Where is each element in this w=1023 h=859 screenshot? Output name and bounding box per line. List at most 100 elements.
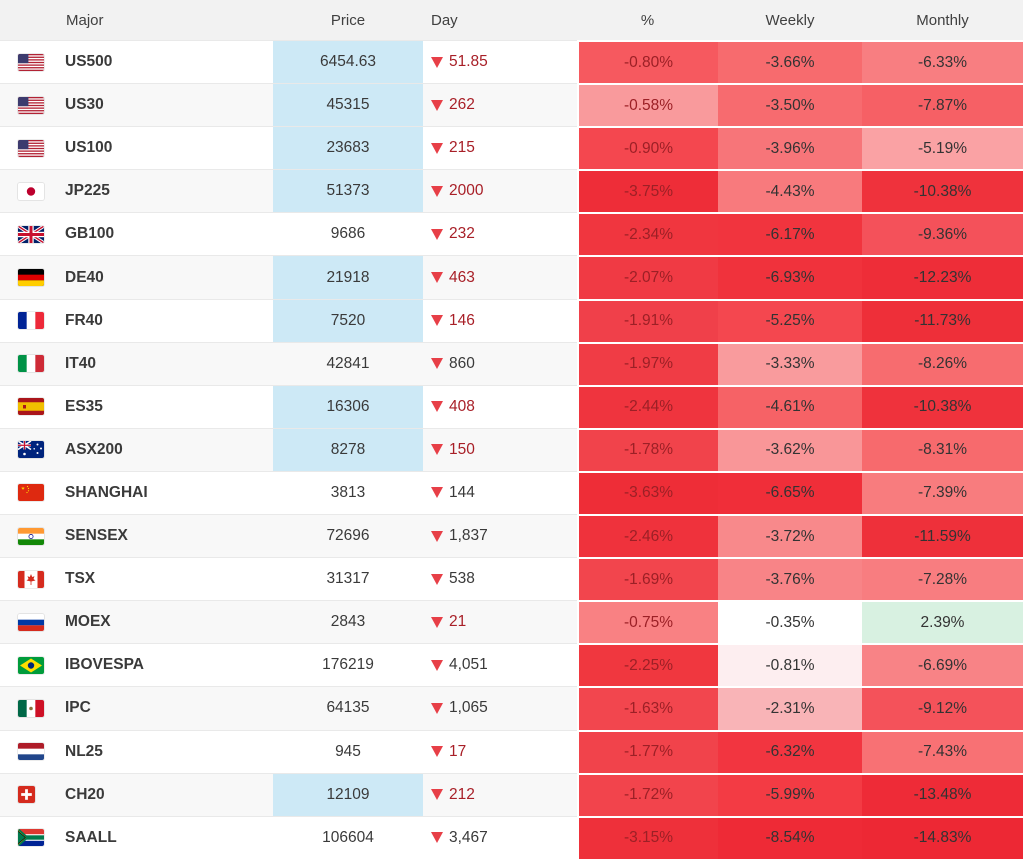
- down-triangle-icon: [431, 142, 443, 154]
- monthly-percent-cell: -5.19%: [862, 126, 1023, 170]
- flag-cell: [0, 384, 65, 428]
- price-value: 72696: [273, 514, 423, 557]
- table-row: IT40 42841 860 -1.97% -3.33% -8.26%: [0, 341, 1023, 385]
- day-change-cell: 2000: [423, 169, 577, 212]
- header-major[interactable]: Major: [66, 11, 104, 29]
- weekly-percent-cell: -6.93%: [718, 255, 862, 299]
- flag-cell: [0, 815, 65, 859]
- day-change-cell: 3,467: [423, 815, 577, 859]
- index-name-link[interactable]: FR40: [65, 298, 273, 342]
- flag-cell: [0, 298, 65, 342]
- day-percent-cell: -0.80%: [577, 40, 718, 84]
- day-percent-cell: -1.77%: [577, 729, 718, 773]
- index-name-link[interactable]: SENSEX: [65, 514, 273, 557]
- flag-cell: [0, 169, 65, 212]
- day-change-cell: 860: [423, 341, 577, 385]
- price-value: 8278: [273, 427, 423, 471]
- down-triangle-icon: [431, 99, 443, 111]
- price-value: 16306: [273, 384, 423, 428]
- index-name-link[interactable]: US30: [65, 83, 273, 126]
- index-name-link[interactable]: US100: [65, 126, 273, 169]
- index-name-link[interactable]: US500: [65, 40, 273, 83]
- day-change-value: 212: [449, 785, 475, 803]
- day-change-value: 51.85: [449, 53, 488, 71]
- price-value: 945: [273, 729, 423, 773]
- index-name-link[interactable]: TSX: [65, 557, 273, 600]
- header-monthly[interactable]: Monthly: [916, 11, 969, 29]
- down-triangle-icon: [431, 573, 443, 585]
- flag-india-icon: [18, 527, 44, 545]
- flag-cell: [0, 514, 65, 557]
- down-triangle-icon: [431, 659, 443, 671]
- day-change-value: 17: [449, 742, 467, 760]
- index-name-link[interactable]: SAALL: [65, 815, 273, 859]
- down-triangle-icon: [431, 56, 443, 68]
- day-percent-cell: -0.75%: [577, 600, 718, 644]
- down-triangle-icon: [431, 616, 443, 628]
- table-row: GB100 9686 232 -2.34% -6.17% -9.36%: [0, 212, 1023, 256]
- flag-cell: [0, 341, 65, 385]
- day-change-cell: 538: [423, 557, 577, 600]
- down-triangle-icon: [431, 401, 443, 413]
- down-triangle-icon: [431, 272, 443, 284]
- monthly-percent-cell: -8.26%: [862, 341, 1023, 385]
- index-name-link[interactable]: DE40: [65, 255, 273, 298]
- flag-united-kingdom-icon: [18, 225, 44, 243]
- index-name-link[interactable]: JP225: [65, 169, 273, 212]
- price-value: 9686: [273, 212, 423, 255]
- index-name-link[interactable]: ASX200: [65, 427, 273, 471]
- weekly-percent-cell: -2.31%: [718, 686, 862, 730]
- table-row: US30 45315 262 -0.58% -3.50% -7.87%: [0, 83, 1023, 127]
- table-row: NL25 945 17 -1.77% -6.32% -7.43%: [0, 729, 1023, 773]
- header-price[interactable]: Price: [330, 11, 366, 29]
- day-percent-cell: -0.90%: [577, 126, 718, 170]
- weekly-percent-cell: -0.81%: [718, 643, 862, 687]
- flag-cell: [0, 40, 65, 83]
- flag-australia-icon: [18, 441, 44, 459]
- index-name-link[interactable]: IT40: [65, 341, 273, 385]
- flag-cell: [0, 470, 65, 514]
- monthly-percent-cell: -14.83%: [862, 815, 1023, 859]
- index-name-link[interactable]: NL25: [65, 729, 273, 773]
- index-name-link[interactable]: IBOVESPA: [65, 643, 273, 686]
- weekly-percent-cell: -3.72%: [718, 514, 862, 558]
- down-triangle-icon: [431, 702, 443, 714]
- monthly-percent-cell: -9.36%: [862, 212, 1023, 256]
- day-percent-cell: -0.58%: [577, 83, 718, 127]
- header-weekly[interactable]: Weekly: [765, 11, 815, 29]
- day-change-value: 408: [449, 397, 475, 415]
- price-value: 64135: [273, 686, 423, 729]
- day-change-cell: 232: [423, 212, 577, 255]
- index-name-link[interactable]: IPC: [65, 686, 273, 729]
- weekly-percent-cell: -6.17%: [718, 212, 862, 256]
- index-name-link[interactable]: CH20: [65, 772, 273, 816]
- day-change-value: 215: [449, 139, 475, 157]
- table-row: SHANGHAI 3813 144 -3.63% -6.65% -7.39%: [0, 470, 1023, 515]
- weekly-percent-cell: -4.43%: [718, 169, 862, 213]
- table-row: IBOVESPA 176219 4,051 -2.25% -0.81% -6.69%: [0, 643, 1023, 687]
- day-percent-cell: -3.75%: [577, 169, 718, 213]
- down-triangle-icon: [431, 746, 443, 758]
- index-name-link[interactable]: SHANGHAI: [65, 470, 273, 514]
- flag-cell: [0, 212, 65, 255]
- weekly-percent-cell: -4.61%: [718, 384, 862, 428]
- index-name-link[interactable]: ES35: [65, 384, 273, 428]
- monthly-percent-cell: -7.39%: [862, 470, 1023, 515]
- flag-cell: [0, 600, 65, 643]
- header-percent[interactable]: %: [640, 11, 655, 29]
- monthly-percent-cell: -8.31%: [862, 427, 1023, 471]
- day-percent-cell: -2.34%: [577, 212, 718, 256]
- weekly-percent-cell: -3.66%: [718, 40, 862, 84]
- price-value: 2843: [273, 600, 423, 643]
- index-name-link[interactable]: MOEX: [65, 600, 273, 643]
- price-value: 45315: [273, 83, 423, 127]
- header-day[interactable]: Day: [431, 11, 458, 29]
- monthly-percent-cell: -7.28%: [862, 557, 1023, 601]
- index-name-link[interactable]: GB100: [65, 212, 273, 255]
- day-change-value: 538: [449, 570, 475, 588]
- price-value: 7520: [273, 298, 423, 342]
- down-triangle-icon: [431, 789, 443, 801]
- weekly-percent-cell: -3.50%: [718, 83, 862, 127]
- table-header: Major Price Day % Weekly Monthly: [0, 0, 1023, 40]
- flag-spain-icon: [18, 398, 44, 416]
